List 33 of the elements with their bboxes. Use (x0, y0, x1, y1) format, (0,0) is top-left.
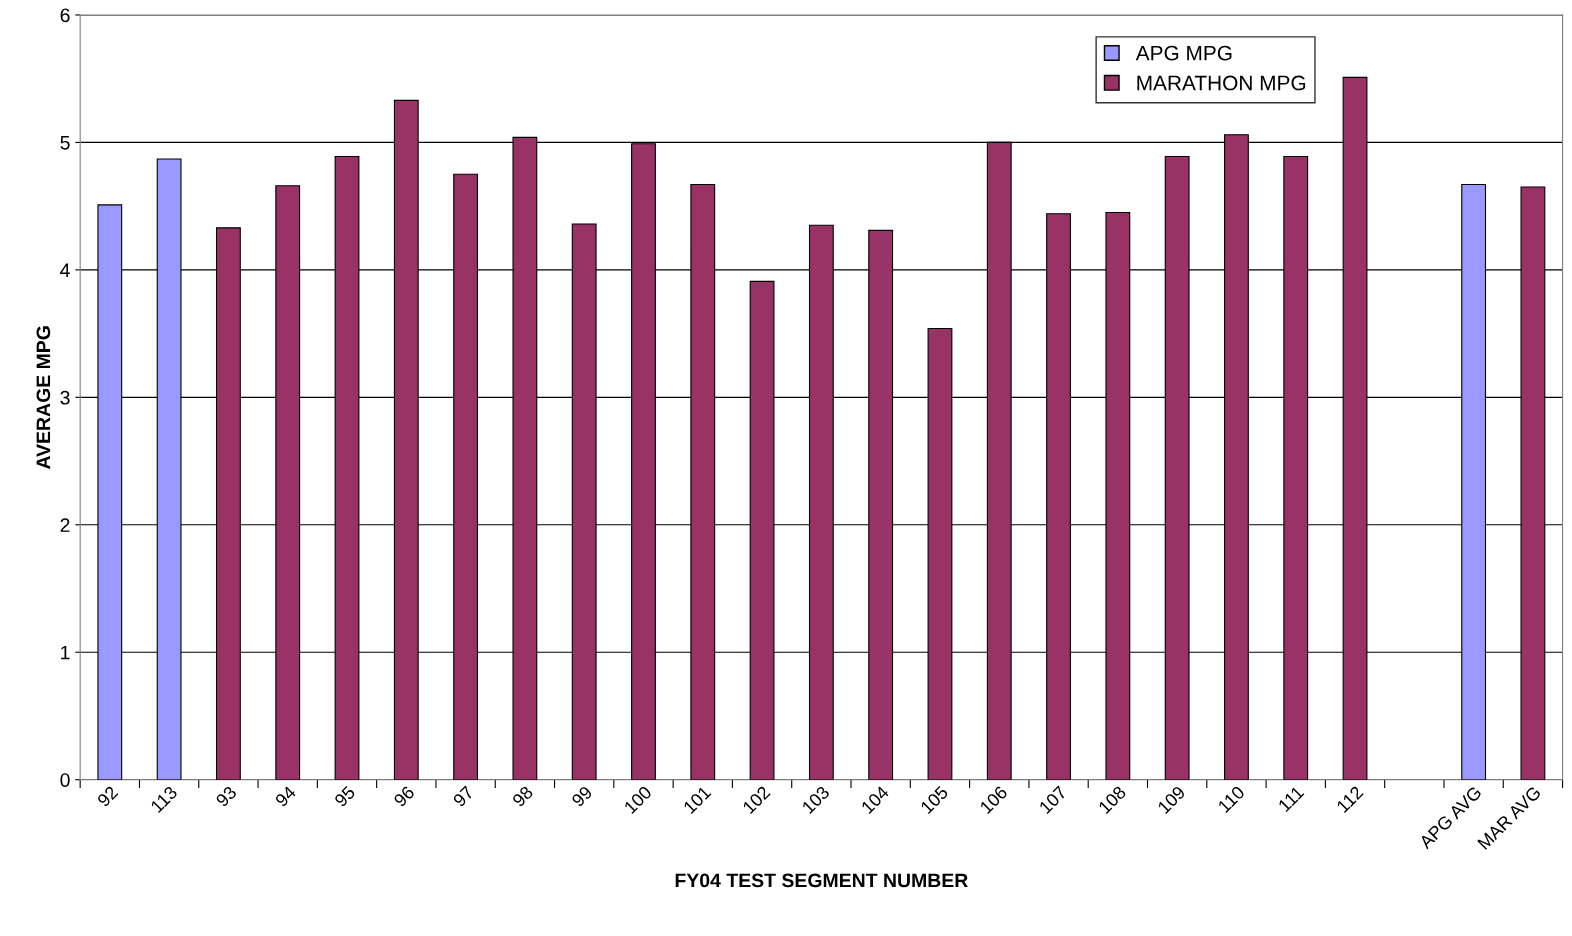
x-tick-label: 109 (1157, 785, 1186, 815)
x-tick-label: 110 (1217, 785, 1246, 814)
x-tick-label: 108 (1097, 785, 1127, 815)
legend-label: MARATHON MPG (1137, 75, 1306, 91)
y-tick-label: 1 (61, 645, 70, 660)
x-tick-label: 104 (860, 785, 890, 815)
x-tick-label: 98 (511, 785, 534, 808)
x-tick-label: 94 (274, 785, 297, 808)
y-tick-label: 2 (60, 518, 70, 532)
x-tick-label: 100 (623, 785, 653, 815)
x-tick-label: 95 (333, 785, 356, 808)
x-tick-label: 113 (150, 785, 178, 814)
x-tick-label: 103 (801, 785, 831, 815)
y-tick-label: 3 (60, 390, 70, 405)
x-axis-title: FY04 TEST SEGMENT NUMBER (675, 873, 968, 888)
x-tick-label: 93 (215, 785, 238, 808)
x-tick-label: 96 (393, 785, 416, 808)
y-tick-label: 5 (60, 136, 70, 150)
x-tick-label: 112 (1335, 785, 1364, 814)
y-axis-title: AVERAGE MPG (36, 326, 51, 470)
legend-label: APG MPG (1135, 45, 1232, 61)
y-tick-label: 0 (60, 773, 70, 787)
x-tick-label: 111 (1277, 785, 1305, 813)
x-tick-label: 97 (452, 785, 475, 808)
x-tick-label: 105 (919, 785, 949, 815)
x-tick-label: 106 (979, 785, 1009, 815)
x-tick-label: 99 (570, 785, 593, 808)
x-tick-label: 102 (742, 785, 771, 815)
y-tick-label: 6 (60, 8, 70, 23)
x-tick-label: 107 (1038, 785, 1068, 815)
x-tick-label: 101 (682, 785, 712, 815)
y-tick-label: 4 (60, 263, 70, 277)
x-tick-label: 92 (96, 785, 119, 808)
